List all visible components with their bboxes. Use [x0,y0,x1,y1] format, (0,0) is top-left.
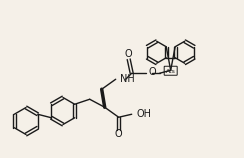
Text: O: O [115,129,122,139]
Text: O: O [125,49,132,59]
Text: NH: NH [120,74,134,84]
FancyBboxPatch shape [164,66,177,75]
Text: Ats: Ats [166,69,176,74]
Text: O: O [149,67,156,77]
Text: OH: OH [137,109,152,119]
